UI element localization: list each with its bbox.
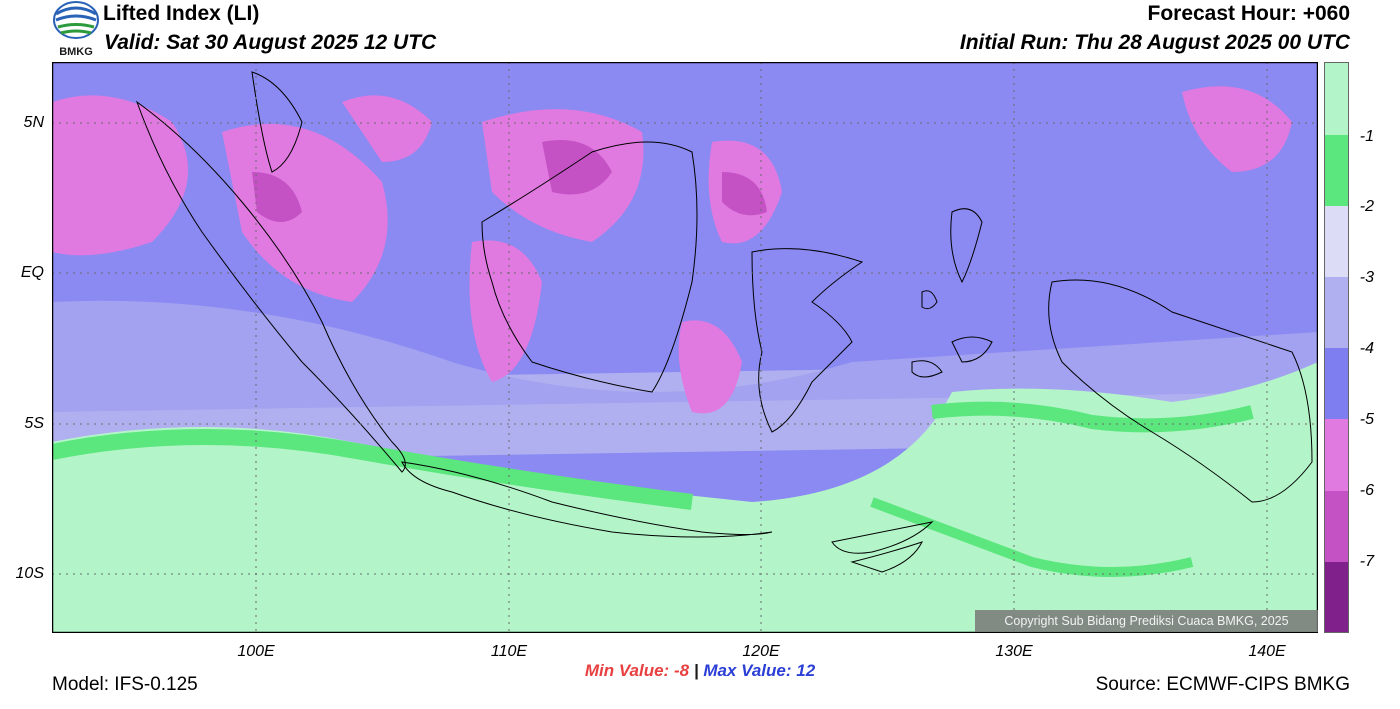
mid-band: [52, 300, 1318, 412]
lat-label-5n: 5N: [23, 114, 44, 131]
graticule: [52, 62, 1318, 633]
model-info: Model: IFS-0.125: [52, 674, 198, 695]
java-coast: [401, 461, 773, 538]
malaya-coast: [251, 71, 303, 173]
source-info: Source: ECMWF-CIPS BMKG: [1095, 674, 1350, 695]
deep-unstable-borneo: [722, 172, 767, 216]
valid-time: Valid: Sat 30 August 2025 12 UTC: [104, 31, 437, 54]
sulawesi-coast: [751, 248, 864, 433]
unstable-malaysia: [342, 95, 432, 162]
buru-coast: [911, 360, 943, 378]
legend-swatch: [1325, 419, 1348, 491]
unstable-west: [52, 95, 188, 256]
unstable-sumatra: [222, 123, 388, 303]
legend-label: -7: [1359, 553, 1374, 570]
map-frame: [52, 62, 1318, 633]
deep-unstable-scs: [542, 140, 612, 195]
legend-swatch: [1325, 63, 1348, 135]
initial-run: Initial Run: Thu 28 August 2025 00 UTC: [959, 31, 1350, 54]
moluccas-coast: [921, 290, 938, 310]
min-label: Min Value:: [584, 661, 670, 680]
color-legend: [1324, 62, 1349, 633]
legend-swatch: [1325, 562, 1348, 632]
legend-label: -3: [1359, 269, 1374, 286]
halmahera-coast: [950, 208, 983, 284]
unstable-karimata: [469, 240, 542, 382]
lon-label-130e: 130E: [995, 643, 1033, 660]
min-max-values: Min Value: -8 | Max Value: 12: [0, 661, 1400, 681]
legend-label: -5: [1359, 411, 1374, 428]
lat-label-10s: 10S: [15, 565, 44, 582]
legend-swatch: [1325, 491, 1348, 562]
lat-label-eq: EQ: [20, 264, 44, 281]
lifted-index-map: [52, 62, 1318, 633]
seram-coast: [951, 336, 993, 363]
flores-coast: [831, 521, 934, 554]
lon-label-140e: 140E: [1248, 643, 1286, 660]
legend-label: -4: [1359, 340, 1374, 357]
green-band-south: [870, 497, 1194, 577]
coastlines: [135, 71, 1313, 573]
unstable-makassar: [678, 320, 742, 414]
max-value: 12: [796, 661, 816, 680]
map-title: Lifted Index (LI): [103, 2, 260, 25]
legend-swatch: [1325, 277, 1348, 348]
logo-text: BMKG: [59, 46, 93, 58]
legend-swatch: [1325, 135, 1348, 206]
min-max-separator: |: [693, 661, 699, 680]
min-value: -8: [673, 661, 690, 680]
borneo-coast: [481, 141, 698, 393]
green-band: [52, 429, 693, 510]
lon-label-110e: 110E: [490, 643, 528, 660]
green-band-east: [931, 401, 1254, 433]
unstable-pacific: [1182, 86, 1292, 172]
timor-coast: [850, 541, 923, 573]
legend-swatch: [1325, 348, 1348, 419]
copyright-notice: Copyright Sub Bidang Prediksi Cuaca BMKG…: [975, 610, 1318, 632]
deep-unstable-sumatra: [252, 172, 302, 222]
sumatra-coast: [135, 100, 406, 473]
legend-label: -6: [1359, 482, 1374, 499]
legend-swatch: [1325, 206, 1348, 277]
legend-label: -2: [1359, 198, 1374, 215]
bmkg-logo: BMKG: [52, 0, 100, 62]
lat-label-5s: 5S: [24, 415, 44, 432]
legend-label: -1: [1359, 128, 1374, 145]
papua-coast: [1048, 279, 1313, 503]
lon-label-100e: 100E: [237, 643, 275, 660]
lon-label-120e: 120E: [742, 643, 780, 660]
bmkg-logo-icon: [53, 1, 99, 39]
forecast-hour: Forecast Hour: +060: [1147, 2, 1351, 25]
max-label: Max Value:: [703, 661, 792, 680]
